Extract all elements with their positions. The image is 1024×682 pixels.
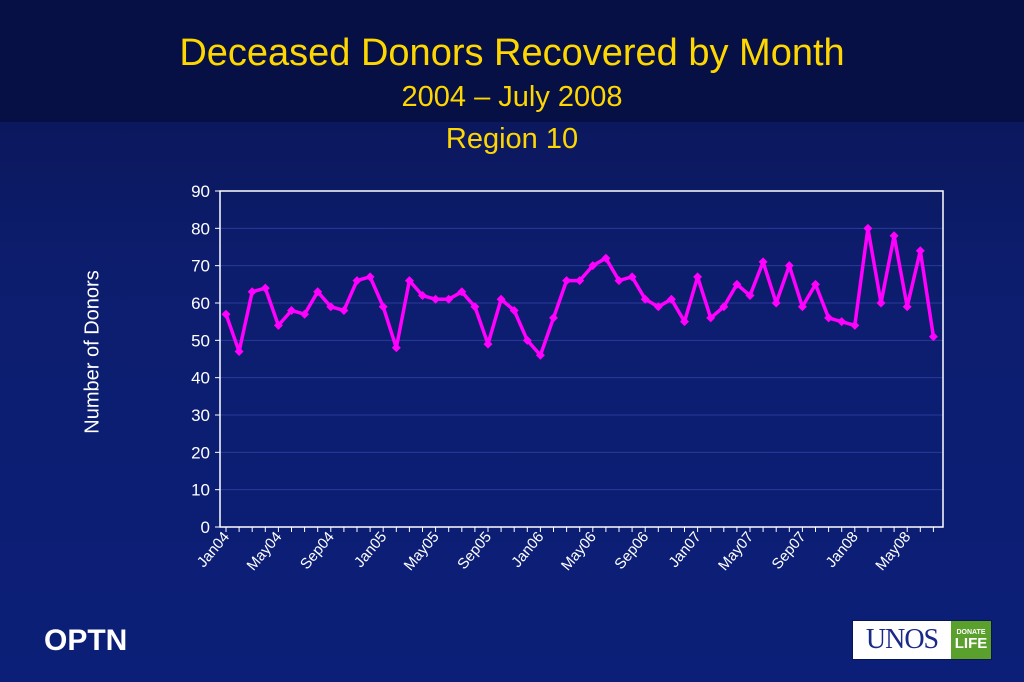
data-point — [837, 317, 847, 327]
data-point — [457, 287, 467, 297]
data-point — [902, 302, 912, 312]
data-point — [601, 253, 611, 263]
data-point — [365, 272, 375, 282]
data-point — [300, 309, 310, 319]
data-point — [418, 291, 427, 301]
y-tick-label: 0 — [201, 518, 210, 537]
x-tick-label: May04 — [243, 529, 285, 574]
data-point — [811, 279, 820, 289]
data-point — [575, 276, 585, 286]
data-point — [509, 305, 519, 315]
data-point — [693, 272, 703, 282]
optn-label: OPTN — [44, 624, 128, 657]
data-point — [915, 246, 925, 256]
data-point — [797, 302, 807, 312]
data-point — [470, 302, 480, 312]
y-tick-label: 30 — [191, 406, 210, 425]
plot-frame — [219, 190, 944, 528]
x-tick-label: Sep04 — [297, 529, 338, 573]
x-tick-label: May07 — [715, 529, 757, 574]
data-point — [588, 261, 598, 271]
y-tick-label: 90 — [191, 182, 210, 201]
data-point — [431, 294, 441, 304]
x-tick-label: Jan06 — [508, 529, 547, 571]
data-point — [562, 276, 572, 286]
x-tick-label: May06 — [558, 529, 600, 574]
x-tick-label: Jan07 — [665, 529, 704, 571]
donate-life-badge: DONATE LIFE — [951, 621, 991, 659]
y-tick-label: 80 — [191, 219, 210, 238]
data-point — [758, 257, 768, 267]
title-block: Deceased Donors Recovered by Month 2004 … — [0, 30, 1024, 160]
data-point — [287, 305, 296, 315]
data-point — [706, 313, 716, 323]
data-point — [928, 332, 938, 342]
data-point — [404, 276, 414, 286]
data-point — [391, 343, 401, 353]
data-point — [824, 313, 834, 323]
unos-logo-text: UNOS — [865, 624, 939, 655]
data-point — [496, 294, 506, 304]
donate-life-badge-bottom: LIFE — [954, 635, 988, 652]
data-point — [313, 287, 323, 297]
y-tick-label: 60 — [191, 294, 210, 313]
data-point — [221, 309, 231, 319]
data-point — [326, 302, 336, 312]
data-point — [378, 302, 388, 312]
data-point — [614, 276, 624, 286]
data-point — [784, 261, 794, 271]
data-point — [535, 350, 545, 360]
slide-region: Region 10 — [445, 123, 579, 155]
x-tick-label: May08 — [872, 529, 914, 574]
x-tick-label: Sep06 — [611, 529, 652, 573]
data-point — [549, 313, 558, 323]
data-point — [732, 279, 742, 289]
data-point — [666, 294, 676, 304]
data-point — [745, 291, 755, 301]
data-point — [260, 283, 270, 293]
x-tick-label: Sep05 — [454, 529, 495, 573]
data-point — [640, 294, 650, 304]
slide-subtitle: 2004 – July 2008 — [401, 81, 623, 113]
data-point — [234, 347, 244, 357]
data-point — [680, 317, 689, 327]
x-tick-label: Jan08 — [823, 529, 862, 571]
data-point — [247, 287, 257, 297]
data-point — [719, 302, 729, 312]
y-tick-label: 70 — [191, 257, 210, 276]
data-point — [876, 298, 886, 308]
series-line — [224, 226, 936, 358]
y-axis-label: Number of Donors — [81, 270, 104, 434]
data-point — [653, 302, 663, 312]
data-point — [771, 298, 781, 308]
slide-title: Deceased Donors Recovered by Month — [179, 32, 845, 74]
x-tick-label: Sep07 — [769, 529, 810, 573]
data-point — [352, 276, 362, 286]
donate-life-badge-top: DONATE — [956, 629, 986, 636]
y-tick-label: 40 — [191, 369, 210, 388]
y-tick-label: 20 — [191, 443, 210, 462]
y-tick-label: 50 — [191, 331, 210, 350]
data-point — [889, 231, 899, 241]
data-point — [522, 335, 532, 345]
y-tick-label: 10 — [191, 481, 210, 500]
unos-logo: UNOS DONATE LIFE — [852, 620, 992, 660]
data-point — [444, 294, 454, 304]
header-band — [0, 0, 1024, 122]
data-point — [850, 320, 860, 330]
data-point — [273, 320, 283, 330]
data-point — [483, 339, 493, 349]
x-tick-label: Jan05 — [351, 529, 390, 571]
data-point — [627, 272, 637, 282]
x-tick-label: May05 — [401, 529, 443, 574]
data-point — [863, 223, 873, 233]
data-point — [339, 305, 349, 315]
